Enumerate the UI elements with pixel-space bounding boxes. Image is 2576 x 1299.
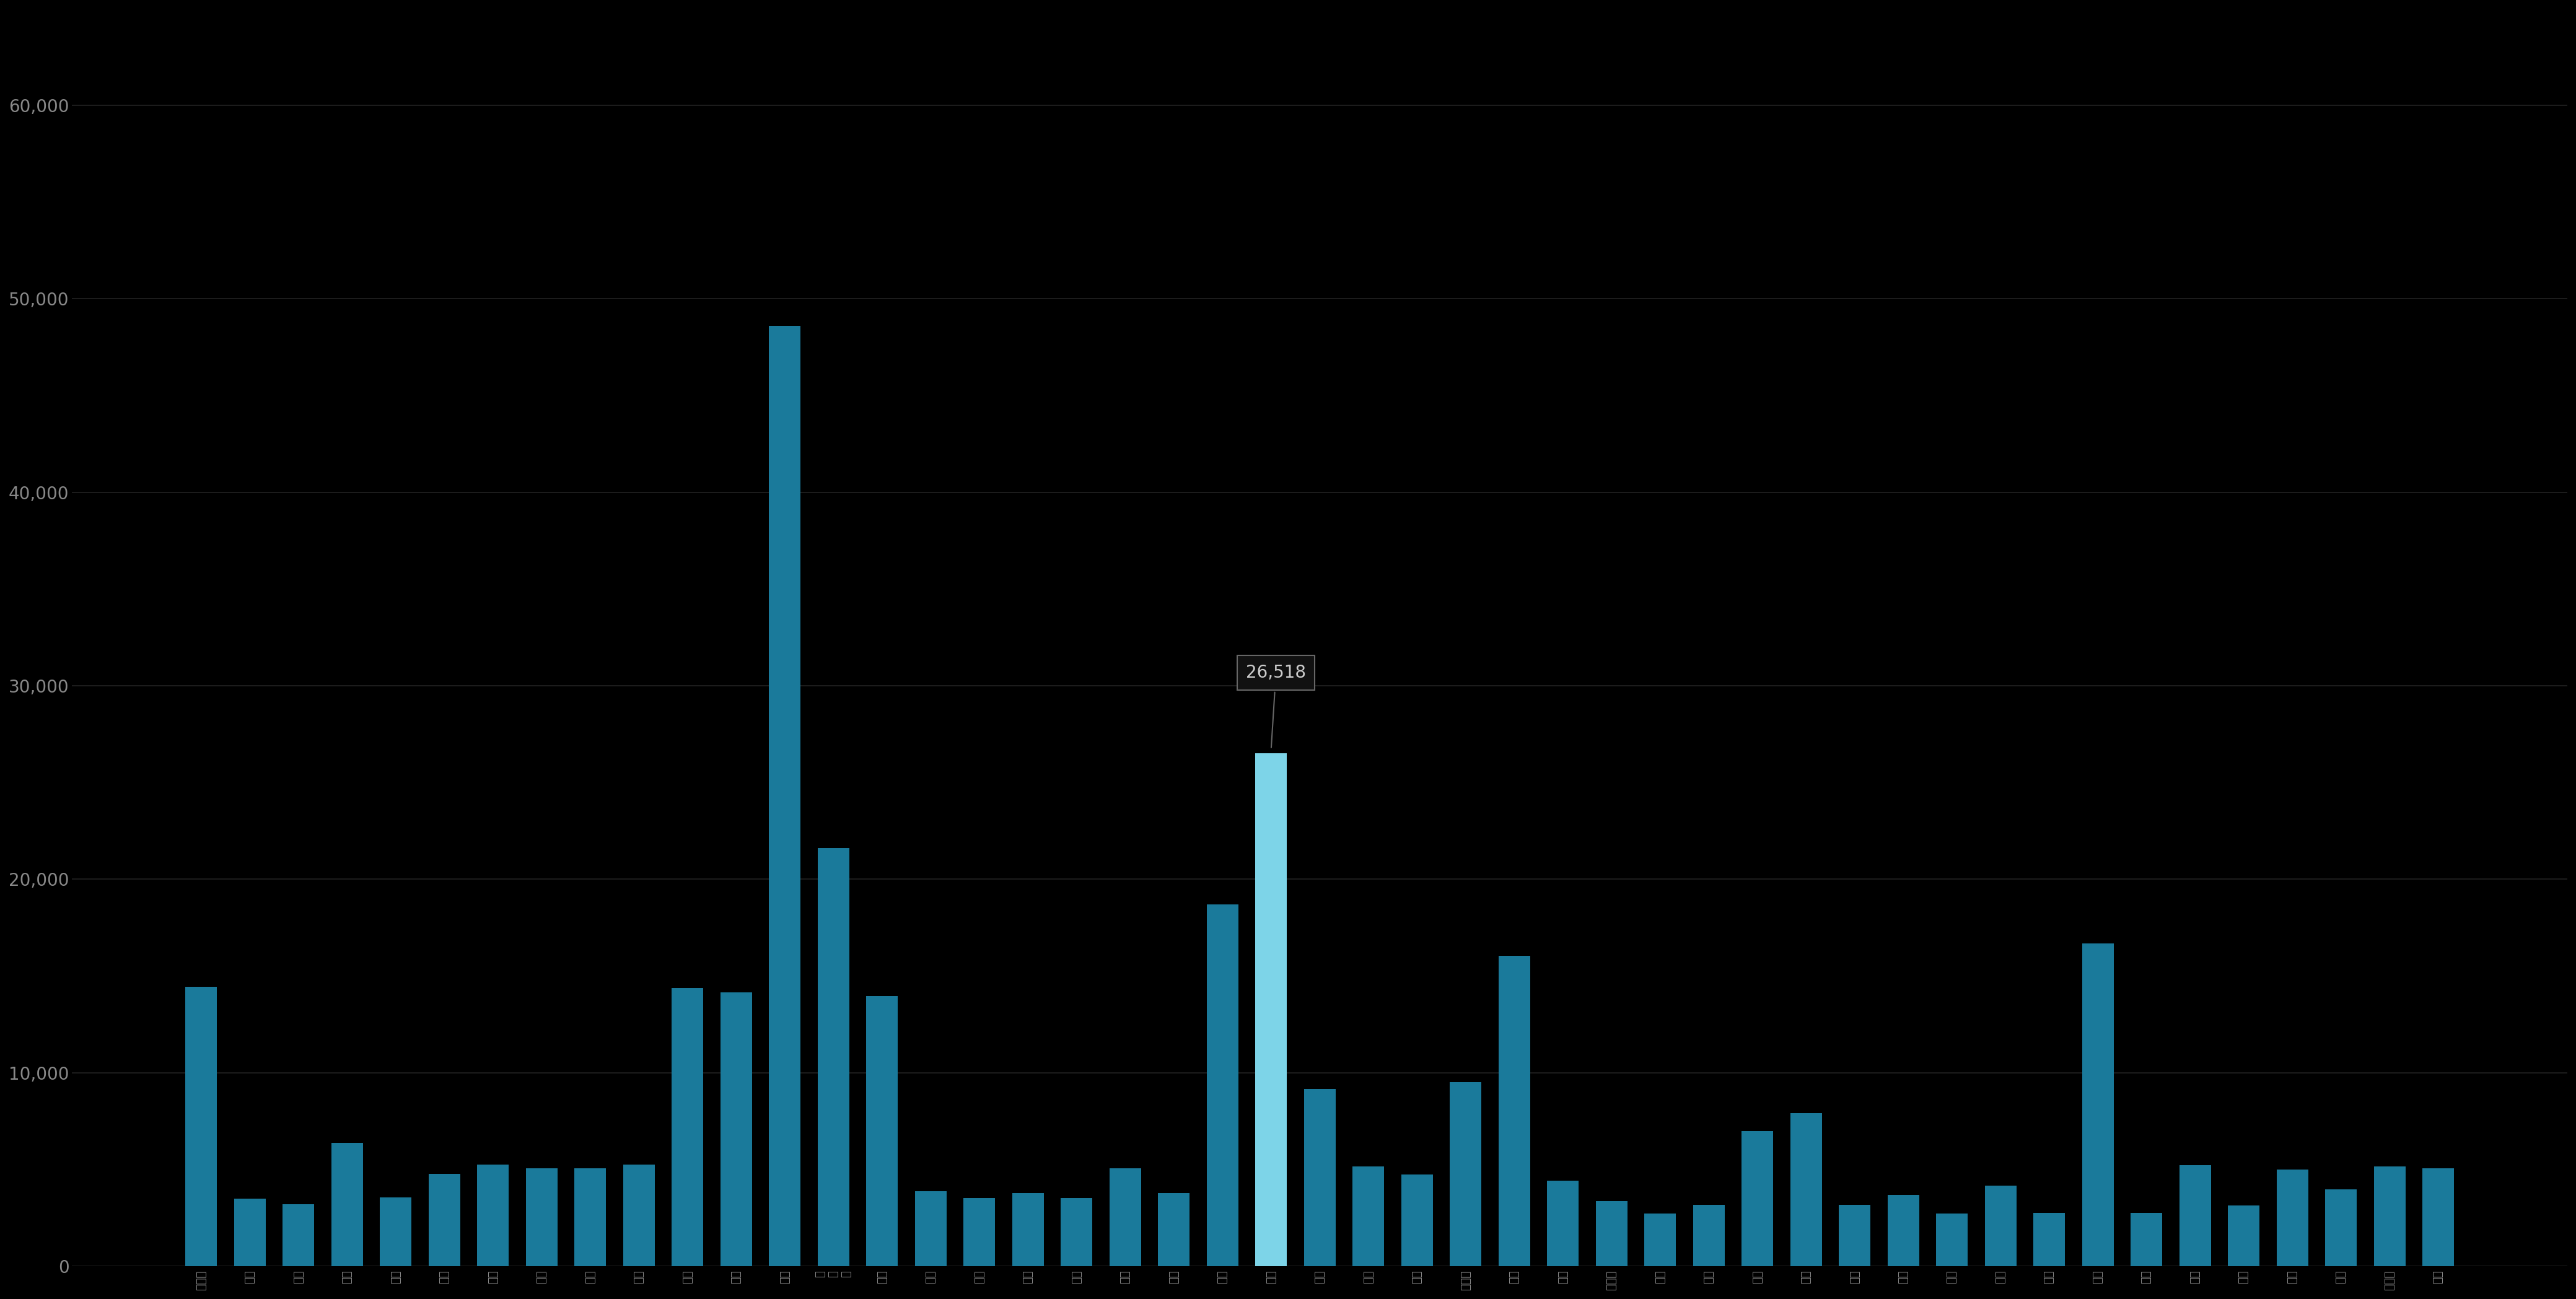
Bar: [817, 848, 850, 1267]
Bar: [234, 1199, 265, 1267]
Bar: [2421, 1168, 2455, 1267]
Bar: [1741, 1131, 1772, 1267]
Bar: [1643, 1213, 1677, 1267]
Bar: [1061, 1198, 1092, 1267]
Bar: [1595, 1202, 1628, 1267]
Bar: [2372, 1167, 2406, 1267]
Bar: [1450, 1082, 1481, 1267]
Bar: [1692, 1205, 1723, 1267]
Bar: [1206, 904, 1239, 1267]
Bar: [1401, 1174, 1432, 1267]
Bar: [1012, 1192, 1043, 1267]
Bar: [2228, 1205, 2259, 1267]
Bar: [574, 1168, 605, 1267]
Bar: [1110, 1168, 1141, 1267]
Bar: [1937, 1213, 1968, 1267]
Bar: [1790, 1113, 1821, 1267]
Bar: [2277, 1170, 2308, 1267]
Bar: [2326, 1190, 2357, 1267]
Bar: [1303, 1089, 1334, 1267]
Bar: [914, 1191, 945, 1267]
Bar: [477, 1165, 510, 1267]
Bar: [332, 1143, 363, 1267]
Bar: [623, 1165, 654, 1267]
Bar: [2130, 1213, 2161, 1267]
Bar: [1499, 956, 1530, 1267]
Bar: [866, 996, 899, 1267]
Text: 26,518: 26,518: [1247, 664, 1306, 747]
Bar: [963, 1198, 994, 1267]
Bar: [283, 1204, 314, 1267]
Bar: [1352, 1167, 1383, 1267]
Bar: [721, 992, 752, 1267]
Bar: [770, 326, 801, 1267]
Bar: [2032, 1213, 2066, 1267]
Bar: [672, 989, 703, 1267]
Bar: [1888, 1195, 1919, 1267]
Bar: [1255, 753, 1288, 1267]
Bar: [1548, 1181, 1579, 1267]
Bar: [526, 1168, 556, 1267]
Bar: [1839, 1205, 1870, 1267]
Bar: [381, 1198, 412, 1267]
Bar: [2179, 1165, 2210, 1267]
Bar: [1984, 1186, 2017, 1267]
Bar: [428, 1174, 461, 1267]
Bar: [2081, 943, 2112, 1267]
Bar: [1159, 1192, 1190, 1267]
Bar: [185, 987, 216, 1267]
